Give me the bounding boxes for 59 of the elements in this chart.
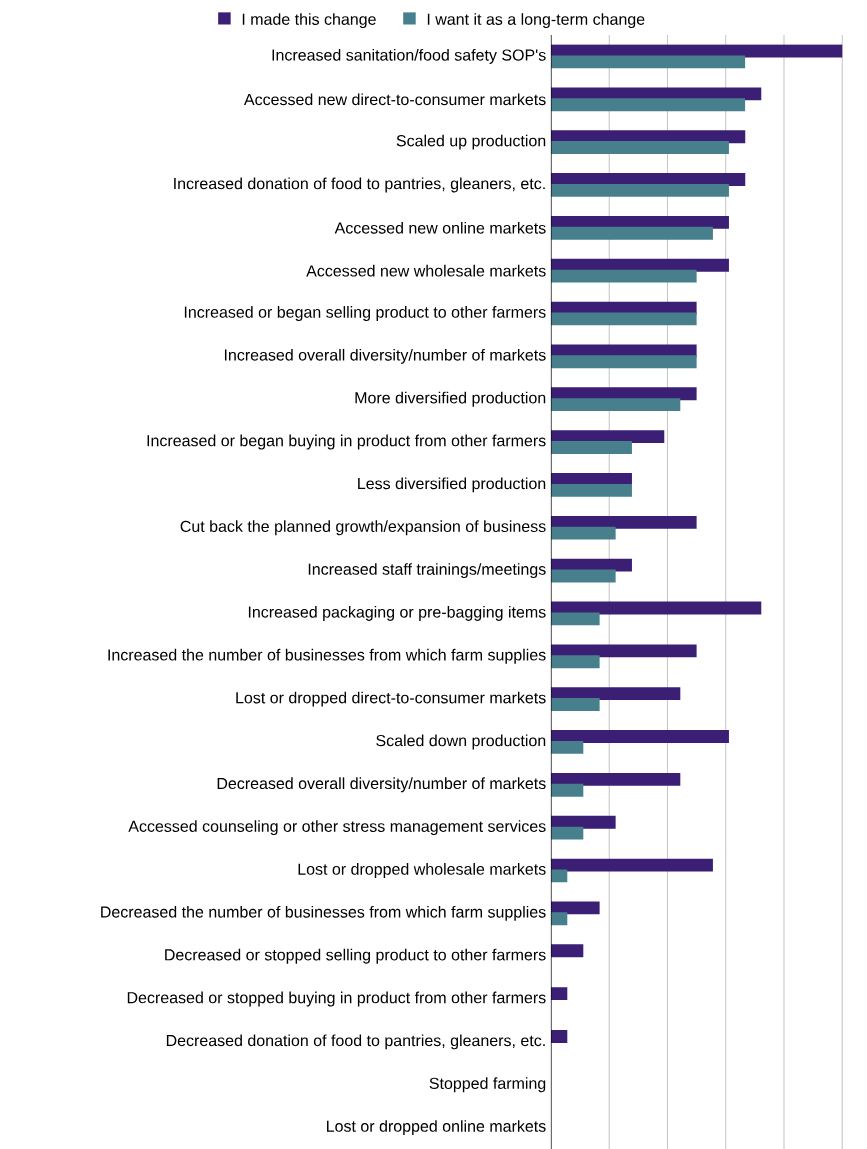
y-tick-label: Lost or dropped online markets [327, 1120, 546, 1136]
bar [550, 826, 584, 840]
bar [550, 783, 584, 797]
y-tick-label: Stopped farming [429, 1077, 546, 1093]
y-tick-label: Less diversified production [358, 477, 546, 493]
y-tick-label: Lost or dropped wholesale markets [298, 863, 546, 878]
bar [550, 226, 713, 240]
y-tick-label: Decreased or stopped buying in product from other farmers [127, 991, 546, 1007]
y-tick-label: Increased sanitation/food safety SOP's [272, 48, 546, 64]
bar [550, 569, 616, 583]
bar [550, 740, 584, 754]
y-tick-label: Increased overall diversity/number of markets [224, 348, 546, 364]
bar [550, 55, 746, 69]
y-tick-label: Decreased the number of businesses from which farm supplies [101, 905, 546, 921]
bar [550, 772, 681, 786]
bar [550, 312, 697, 326]
bar [550, 441, 632, 454]
bar [550, 987, 568, 1001]
y-tick-label: Lost or dropped direct-to-consumer markets [236, 691, 546, 707]
bar [550, 355, 697, 369]
bar [550, 612, 600, 626]
y-tick-label: Cut back the planned growth/expansion of business [180, 520, 546, 536]
bar [550, 730, 729, 743]
bar [550, 398, 681, 412]
bar [550, 687, 681, 701]
bar [550, 698, 600, 711]
bar [550, 1030, 568, 1043]
y-tick-label: Increased packaging or pre-bagging items [248, 605, 546, 621]
bar [550, 98, 746, 112]
legend-label: I want it as a long-term change [427, 13, 645, 29]
y-tick-label: Increased or began selling product to other farmers [184, 306, 546, 321]
bar [550, 644, 697, 658]
y-tick-label: Accessed counseling or other stress management services [128, 820, 546, 836]
y-tick-label: Increased staff trainings/meetings [308, 563, 546, 579]
bar [550, 483, 632, 497]
bar [550, 515, 697, 529]
bar [550, 944, 584, 958]
y-tick-label: Scaled down production [376, 734, 546, 750]
y-tick-label: Increased or began buying in product from other farmers [147, 434, 546, 450]
y-tick-label: Accessed new online markets [334, 221, 546, 234]
bar [550, 183, 729, 197]
bar [550, 912, 568, 926]
y-tick-label: Scaled up production [396, 134, 546, 150]
bar [550, 901, 600, 915]
y-tick-label: Decreased or stopped selling product to other farmers [165, 948, 546, 964]
y-tick-label: Decreased donation of food to pantries, gleaners, etc. [166, 1034, 545, 1050]
y-tick-label: Decreased overall diversity/number of markets [217, 777, 546, 793]
legend-label: I made this change [242, 13, 376, 29]
bar [550, 141, 729, 154]
bar [550, 526, 616, 540]
y-tick-label: Increased the number of businesses from which farm supplies [108, 648, 546, 664]
bar [550, 269, 697, 283]
bar [550, 815, 616, 829]
y-tick-label: More diversified production [355, 391, 546, 407]
bar [550, 858, 713, 872]
y-tick-label: Increased donation of food to pantries, gleaners, etc. [174, 177, 545, 193]
y-tick-label: Accessed new direct-to-consumer markets [243, 93, 546, 106]
y-tick-label: Accessed new wholesale markets [306, 264, 546, 277]
bar [550, 655, 600, 669]
